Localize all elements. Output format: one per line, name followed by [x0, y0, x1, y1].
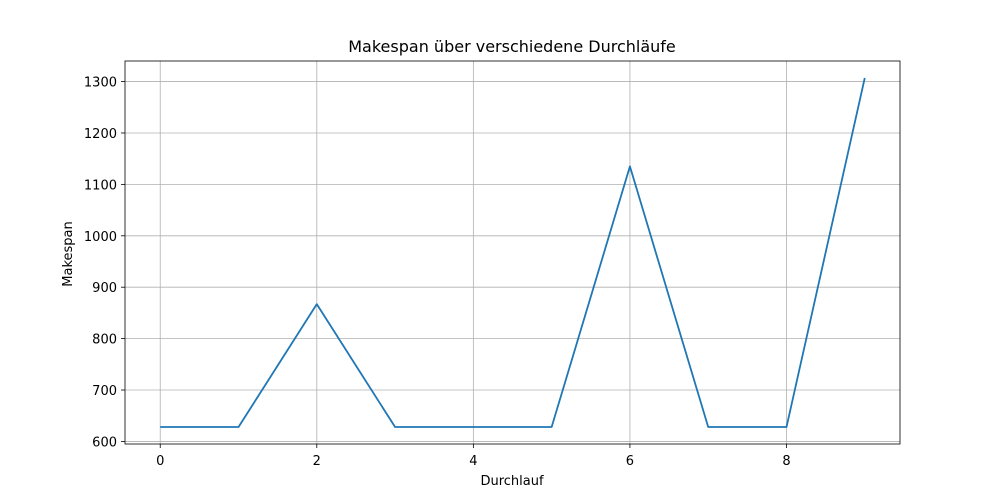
y-tick-label: 1300 [84, 76, 117, 91]
data-point [550, 425, 554, 429]
y-tick-label: 1100 [84, 178, 117, 193]
data-point [158, 425, 162, 429]
data-point [784, 425, 788, 429]
data-point [628, 164, 632, 168]
x-tick-label: 0 [156, 454, 164, 469]
y-tick-label: 900 [92, 281, 117, 296]
y-tick-label: 700 [92, 384, 117, 399]
data-point [863, 76, 867, 80]
x-tick-label: 4 [469, 454, 477, 469]
y-tick-label: 600 [92, 435, 117, 450]
plot-frame [124, 60, 901, 445]
series-line [160, 77, 866, 428]
y-axis-label: Makespan [61, 221, 76, 286]
x-tick-label: 6 [626, 454, 634, 469]
grid [125, 61, 900, 444]
y-tick-label: 1000 [84, 230, 117, 245]
x-tick-label: 2 [313, 454, 321, 469]
data-layer [158, 76, 867, 429]
axes-ticks: 0 2 4 6 8 600 700 800 900 1000 1100 1200 1300 [84, 76, 791, 469]
y-tick-label: 800 [92, 333, 117, 348]
chart-title: Makespan über verschiedene Durchläufe [348, 37, 676, 56]
data-point [315, 302, 319, 306]
x-tick-label: 8 [782, 454, 790, 469]
y-tick-label: 1200 [84, 127, 117, 142]
data-point [393, 425, 397, 429]
data-point [706, 425, 710, 429]
data-point [237, 425, 241, 429]
data-point [471, 425, 475, 429]
x-axis-label: Durchlauf [480, 474, 544, 489]
